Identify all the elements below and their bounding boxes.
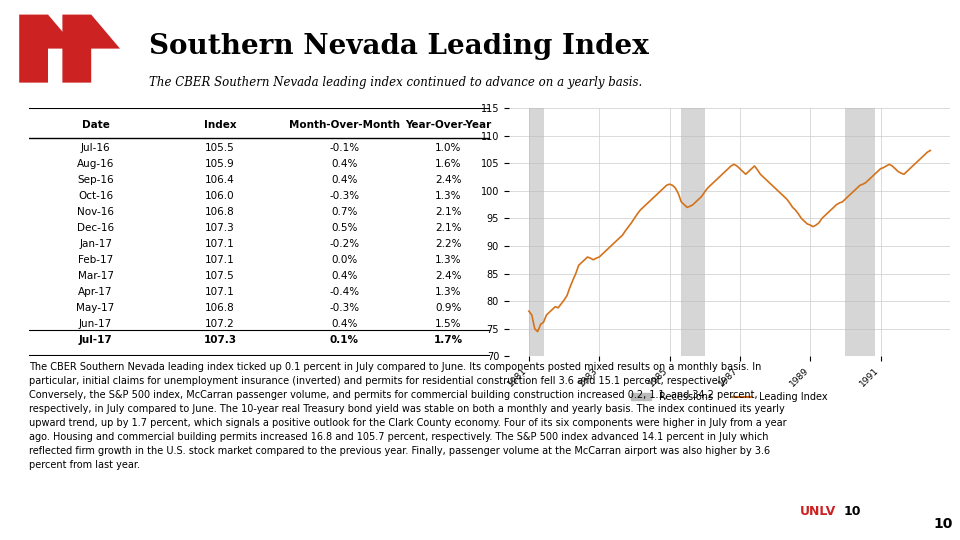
Text: The CBER Southern Nevada leading index ticked up 0.1 percent in July compared to: The CBER Southern Nevada leading index t… (29, 362, 786, 470)
Text: -0.3%: -0.3% (329, 191, 359, 201)
Text: 0.4%: 0.4% (331, 319, 358, 329)
Text: Jun-17: Jun-17 (79, 319, 112, 329)
Text: 106.4: 106.4 (205, 175, 235, 185)
Text: Jul-17: Jul-17 (79, 335, 112, 346)
Text: 0.4%: 0.4% (331, 271, 358, 281)
Text: 107.3: 107.3 (205, 223, 235, 233)
Text: May-17: May-17 (77, 303, 115, 313)
Text: 1.3%: 1.3% (435, 191, 462, 201)
Text: Southern Nevada Leading Index: Southern Nevada Leading Index (149, 33, 649, 60)
Text: 1.3%: 1.3% (435, 255, 462, 265)
Text: -0.4%: -0.4% (329, 287, 359, 297)
Text: 1.3%: 1.3% (435, 287, 462, 297)
Text: UNLV: UNLV (800, 505, 836, 518)
Text: 0.4%: 0.4% (331, 175, 358, 185)
Text: 2.1%: 2.1% (435, 223, 462, 233)
Text: -0.3%: -0.3% (329, 303, 359, 313)
Text: 0.7%: 0.7% (331, 207, 358, 217)
Text: 107.5: 107.5 (205, 271, 235, 281)
Polygon shape (19, 15, 77, 83)
Bar (682, 108, 705, 356)
Text: -0.2%: -0.2% (329, 239, 359, 249)
Text: 106.0: 106.0 (205, 191, 235, 201)
Text: 107.1: 107.1 (205, 255, 235, 265)
Text: 107.3: 107.3 (204, 335, 236, 346)
Text: Jan-17: Jan-17 (79, 239, 112, 249)
Text: Jul-16: Jul-16 (81, 143, 110, 153)
Text: 105.5: 105.5 (205, 143, 235, 153)
Bar (529, 108, 543, 356)
Text: 107.1: 107.1 (205, 287, 235, 297)
Text: 2.4%: 2.4% (435, 271, 462, 281)
Text: Aug-16: Aug-16 (77, 159, 114, 169)
Text: 106.8: 106.8 (205, 207, 235, 217)
Text: 106.8: 106.8 (205, 303, 235, 313)
Text: 2.2%: 2.2% (435, 239, 462, 249)
Text: 107.1: 107.1 (205, 239, 235, 249)
Text: Month-Over-Month: Month-Over-Month (289, 120, 400, 130)
Text: 1.0%: 1.0% (435, 143, 462, 153)
Text: Index: Index (204, 120, 236, 130)
Text: Sep-16: Sep-16 (78, 175, 114, 185)
Text: -0.1%: -0.1% (329, 143, 359, 153)
Text: Mar-17: Mar-17 (78, 271, 113, 281)
Text: 0.1%: 0.1% (330, 335, 359, 346)
Text: Apr-17: Apr-17 (79, 287, 113, 297)
Text: Dec-16: Dec-16 (77, 223, 114, 233)
Text: The CBER Southern Nevada leading index continued to advance on a yearly basis.: The CBER Southern Nevada leading index c… (149, 76, 642, 89)
Text: Year-Over-Year: Year-Over-Year (405, 120, 492, 130)
Text: Feb-17: Feb-17 (78, 255, 113, 265)
Text: 1.7%: 1.7% (434, 335, 463, 346)
Text: 0.0%: 0.0% (331, 255, 357, 265)
Text: 0.9%: 0.9% (435, 303, 462, 313)
Text: 2.1%: 2.1% (435, 207, 462, 217)
Legend: Recessions, Leading Index: Recessions, Leading Index (628, 388, 831, 406)
Text: 105.9: 105.9 (205, 159, 235, 169)
Text: Nov-16: Nov-16 (77, 207, 114, 217)
Text: 107.2: 107.2 (205, 319, 235, 329)
Text: Date: Date (82, 120, 109, 130)
Text: Oct-16: Oct-16 (78, 191, 113, 201)
Text: 1.5%: 1.5% (435, 319, 462, 329)
Text: 1.6%: 1.6% (435, 159, 462, 169)
Text: 0.4%: 0.4% (331, 159, 358, 169)
Text: 10: 10 (843, 505, 861, 518)
Text: 0.5%: 0.5% (331, 223, 358, 233)
Text: 10: 10 (933, 517, 952, 531)
Polygon shape (62, 15, 120, 83)
Text: 2.4%: 2.4% (435, 175, 462, 185)
Bar (846, 108, 875, 356)
